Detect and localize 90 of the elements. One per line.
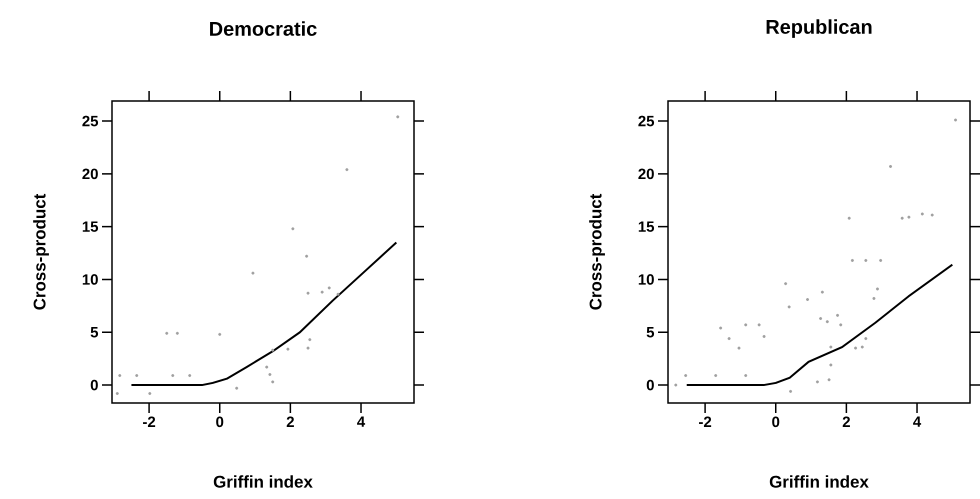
y-tick-label: 15 [82,221,98,232]
point [879,258,882,262]
point [336,292,340,296]
point [218,332,222,336]
point [165,332,168,335]
point [396,115,400,118]
point [116,392,119,395]
point [826,320,829,324]
point [864,258,868,262]
x-axis-title: Griffin index [770,475,869,488]
point [171,374,174,378]
point [728,337,731,340]
point [819,317,822,320]
y-tick-label: 25 [638,116,654,126]
point [286,348,290,351]
point [816,380,819,384]
point [738,346,741,350]
point [714,374,718,378]
point [839,323,842,326]
point [758,323,761,326]
point [305,254,308,258]
point [930,214,934,217]
x-tick-label: 4 [913,416,922,427]
y-tick-label: 20 [638,168,654,180]
point [907,216,910,219]
point [684,374,688,378]
point [848,216,851,220]
x-tick-label: -2 [143,416,156,427]
point [920,212,924,216]
point [854,346,858,350]
x-tick-label: 2 [842,416,850,427]
point [268,372,272,376]
point [864,337,868,340]
point [762,334,766,338]
point [306,346,310,350]
x-tick-label: 0 [216,416,224,428]
x-tick-label: -2 [699,416,712,427]
point [784,282,788,286]
point [829,346,832,349]
y-tick-label: 0 [646,380,654,390]
y-tick-label: 5 [90,327,98,338]
y-tick-label: 5 [646,327,654,338]
point [188,374,192,378]
chart-title: Democratic [210,21,317,36]
y-tick-label: 10 [638,274,654,285]
point [118,374,122,378]
point [872,296,876,300]
x-tick-label: 0 [772,416,780,428]
point [860,346,864,349]
point [876,287,879,290]
y-tick-label: 10 [82,274,98,285]
chart-title: Republican [766,19,872,38]
x-tick-label: 4 [357,416,366,427]
point [829,363,832,366]
point [806,298,810,302]
point [954,118,958,122]
y-tick-label: 15 [638,221,654,232]
point [828,378,831,382]
point [850,258,854,262]
point [719,326,722,330]
point [235,386,238,390]
y-axis-title: Cross-product [589,194,605,310]
point [345,168,348,172]
point [306,292,310,295]
point [135,374,138,378]
y-tick-label: 25 [82,116,98,126]
point [820,290,824,294]
point [176,332,179,335]
point [320,290,324,294]
point [291,227,294,230]
point [271,348,274,352]
y-tick-label: 20 [82,168,98,180]
y-tick-label: 0 [90,380,98,390]
x-axis-title: Griffin index [214,475,313,488]
point [251,272,254,275]
y-axis-title: Cross-product [33,194,49,310]
point [789,390,792,393]
point [265,366,268,369]
point [328,286,331,290]
point [271,380,274,384]
point [889,164,892,168]
point [308,338,312,342]
point [744,323,748,326]
point [148,392,152,395]
point [900,216,904,220]
point [674,384,678,387]
x-tick-label: 2 [286,416,294,427]
point [788,305,791,308]
point [744,374,748,378]
point [836,314,840,317]
